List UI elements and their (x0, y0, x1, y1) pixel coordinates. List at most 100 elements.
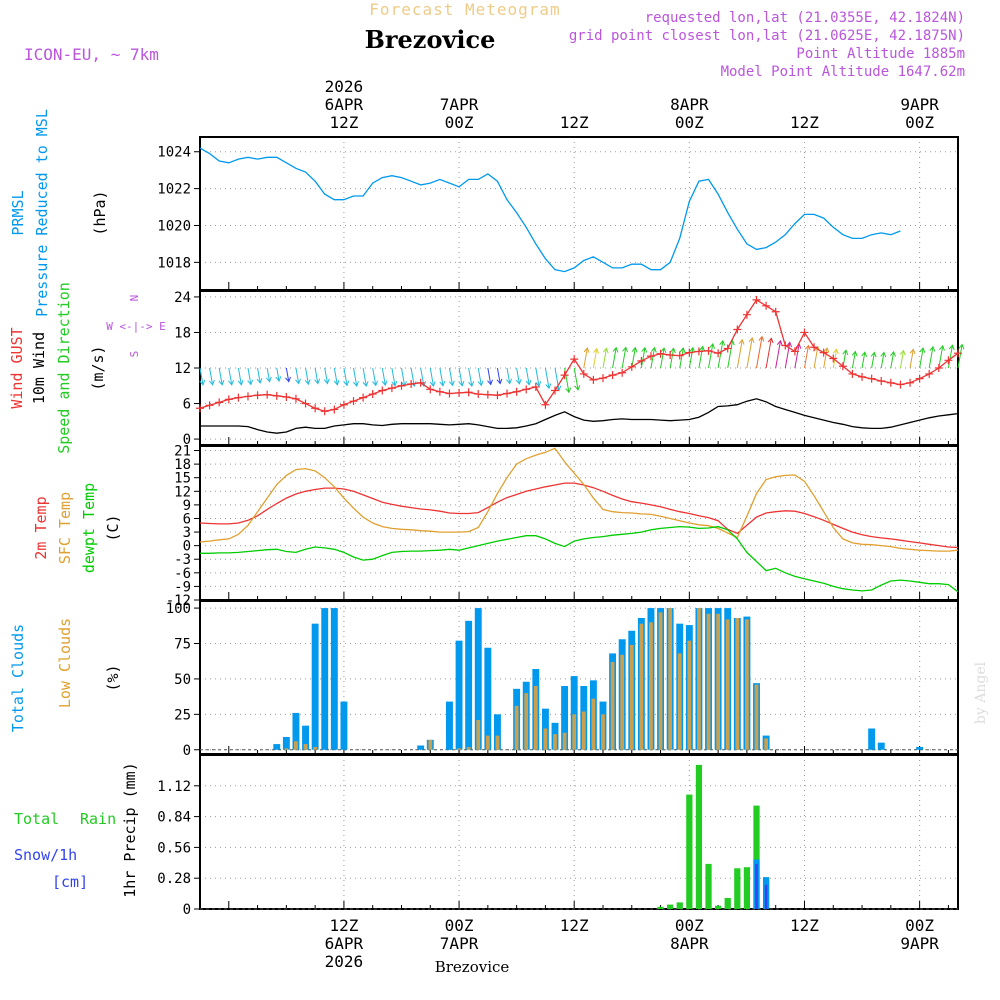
wind-gust-point (646, 352, 655, 361)
wind-gust-point (579, 369, 588, 378)
wind-arrow (525, 367, 530, 385)
wind-gust-point (733, 325, 742, 334)
wind-arrow (583, 347, 588, 369)
wind-gust-point (810, 343, 819, 352)
wind-arrow (880, 352, 885, 369)
wind-gust-point (291, 394, 300, 403)
wind-arrow-head (525, 379, 532, 386)
wind-gust-point (378, 386, 387, 395)
precip-ytick-label: 1.12 (157, 779, 191, 795)
total-clouds-label: Total Clouds (9, 624, 27, 732)
wind-arrow (247, 367, 252, 385)
wind-arrow-head (381, 380, 388, 387)
total-cloud-bar (484, 647, 492, 750)
wind-arrow-head (851, 350, 858, 357)
wind-arrow (813, 346, 819, 369)
wind-arrow-head (314, 378, 321, 385)
wind-10m-label: 10m Wind (30, 332, 48, 404)
wind-arrow-head (767, 337, 774, 344)
wind-gust-point (416, 378, 425, 387)
wind-arrow-head (909, 348, 916, 355)
total-cloud-bar (417, 745, 425, 750)
low-cloud-bar (745, 619, 749, 750)
wind-arrow-head (631, 346, 638, 353)
wind-arrow (727, 340, 734, 369)
wind-gust-point (618, 368, 627, 377)
low-cloud-bar (457, 748, 461, 750)
wind-arrow (305, 367, 309, 385)
wind-arrow-head (699, 345, 705, 352)
wind-arrow-head (948, 344, 955, 351)
pressure-ytick-label: 1018 (157, 255, 191, 271)
rain-bar (705, 863, 712, 909)
wind-arrow (516, 367, 520, 384)
wind-gust-point (330, 405, 339, 414)
wind-gust-point (464, 388, 473, 397)
wind-arrow (621, 347, 627, 369)
wind-arrow (823, 347, 828, 369)
low-cloud-bar (639, 623, 644, 750)
wind-arrow-head (247, 379, 254, 386)
wind-arrow (276, 367, 280, 382)
wind-gust-point (800, 328, 809, 337)
total-label: Total (14, 810, 59, 828)
wind-arrow-head (748, 337, 755, 343)
wind-arrow (333, 367, 338, 385)
wind-gust-point (531, 382, 540, 391)
model-altitude: Model Point Altitude 1647.62m (721, 64, 965, 80)
pressure-frame (199, 136, 959, 291)
wind-gust-point (263, 390, 272, 399)
wind-arrow (228, 367, 233, 385)
total-cloud-bar (446, 701, 453, 750)
wind-gust-point (243, 392, 252, 401)
low-cloud-bar (466, 746, 471, 750)
wind-panel: 0 6 12 18 24 (174, 290, 965, 448)
wind-arrow (669, 348, 675, 369)
wind-arrow-head (515, 378, 522, 385)
wind-gust-point (272, 391, 281, 400)
snow-label: Snow/1h (14, 846, 77, 864)
rain-bar (695, 764, 703, 909)
prmsl-label: PRMSL (9, 190, 27, 235)
wind-arrow-head (861, 351, 868, 358)
wind-arrow-head (758, 335, 765, 342)
wind-arrow (468, 367, 473, 387)
cloud-labels: Total Clouds Low Clouds (%) (9, 618, 122, 732)
wind-gust-point (608, 371, 617, 380)
wind-gust-point (320, 407, 329, 416)
grid-point-coords: grid point closest lon,lat (21.0625E, 42… (569, 28, 965, 44)
wind-gust-point (474, 390, 483, 399)
wind-gust-point (455, 388, 464, 397)
wind-gust-point (215, 398, 224, 407)
wind-arrow-head (391, 380, 398, 387)
wind-gust-point (551, 386, 560, 395)
wind-arrow (736, 339, 743, 369)
wind-arrow-head (939, 344, 945, 351)
precip-axis-label: 1hr Precip (mm) (121, 762, 139, 897)
rain-bar (753, 805, 760, 909)
wind-arrow (612, 347, 617, 369)
wind-arrow-head (593, 347, 600, 354)
temp-unit-label: (C) (104, 514, 122, 541)
wind-arrow (928, 346, 934, 369)
point-altitude: Point Altitude 1885m (796, 46, 965, 62)
requested-coords: requested lon,lat (21.0355E, 42.1824N) (645, 10, 965, 26)
wind-arrow-head (353, 381, 359, 388)
wind-arrow-head (842, 349, 849, 356)
wind-arrow-head (228, 379, 234, 386)
wind-arrow (343, 367, 348, 386)
total-cloud-bar (877, 742, 885, 750)
wind-gust-point (512, 387, 521, 396)
wind-gust-point (445, 389, 454, 398)
snow-bar (764, 884, 768, 909)
wind-arrow (957, 344, 963, 369)
low-cloud-bar (716, 613, 721, 750)
low-cloud-bar (572, 714, 577, 750)
rain-bar (667, 904, 674, 909)
wind-arrow-head (832, 348, 839, 355)
wind-arrow-head (709, 343, 715, 349)
rain-bar (734, 868, 741, 909)
wind-arrow (717, 340, 724, 369)
wind-gust-point (627, 362, 636, 371)
low-cloud-bar (533, 686, 538, 750)
